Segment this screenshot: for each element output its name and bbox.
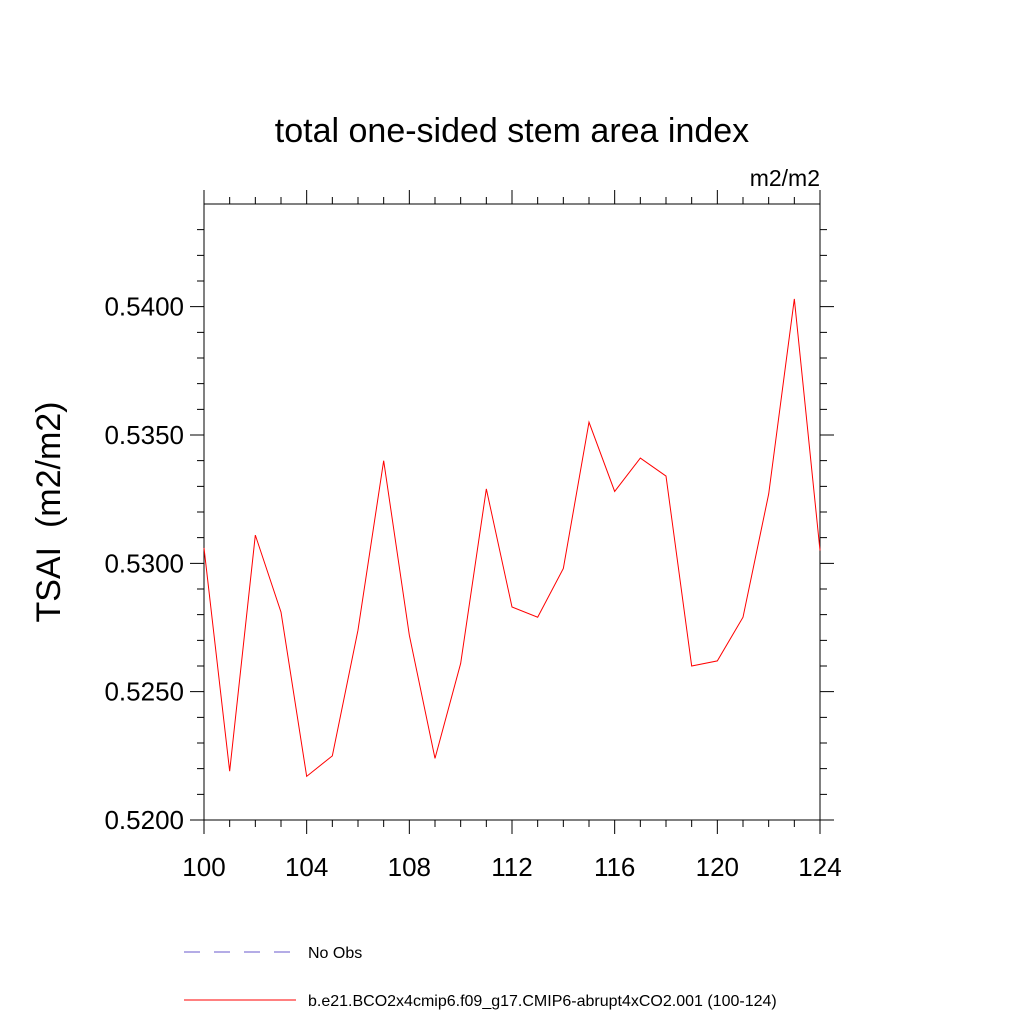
x-tick-label: 124 bbox=[798, 852, 841, 882]
series-line-0 bbox=[203, 298, 821, 778]
plot-frame bbox=[203, 203, 821, 821]
y-tick-label: 0.5350 bbox=[104, 420, 184, 450]
x-tick-label: 120 bbox=[696, 852, 739, 882]
series-layer bbox=[203, 298, 821, 778]
legend-label-1: b.e21.BCO2x4cmip6.f09_g17.CMIP6-abrupt4x… bbox=[308, 993, 777, 1010]
plot-border bbox=[203, 203, 821, 821]
y-tick-label: 0.5400 bbox=[104, 292, 184, 322]
axis-ticks: 100 104 108 112 116 120 124 0.5200 0.5250 0.5300 0… bbox=[104, 190, 842, 882]
x-tick-label: 104 bbox=[285, 852, 328, 882]
y-axis-label: TSAI (m2/m2) bbox=[30, 401, 68, 622]
x-tick-label: 100 bbox=[182, 852, 225, 882]
tick-marks bbox=[190, 190, 834, 834]
legend: No Obs b.e21.BCO2x4cmip6.f09_g17.CMIP6-ab… bbox=[184, 945, 777, 1010]
x-tick-label: 108 bbox=[388, 852, 431, 882]
chart-title: total one-sided stem area index bbox=[275, 112, 749, 150]
y-tick-label: 0.5200 bbox=[104, 805, 184, 835]
x-tick-label: 116 bbox=[594, 852, 635, 882]
y-tick-label: 0.5300 bbox=[104, 548, 184, 578]
legend-label-0: No Obs bbox=[308, 945, 362, 962]
x-tick-label: 112 bbox=[491, 852, 532, 882]
units-label: m2/m2 bbox=[750, 165, 820, 191]
y-tick-label: 0.5250 bbox=[104, 677, 184, 707]
